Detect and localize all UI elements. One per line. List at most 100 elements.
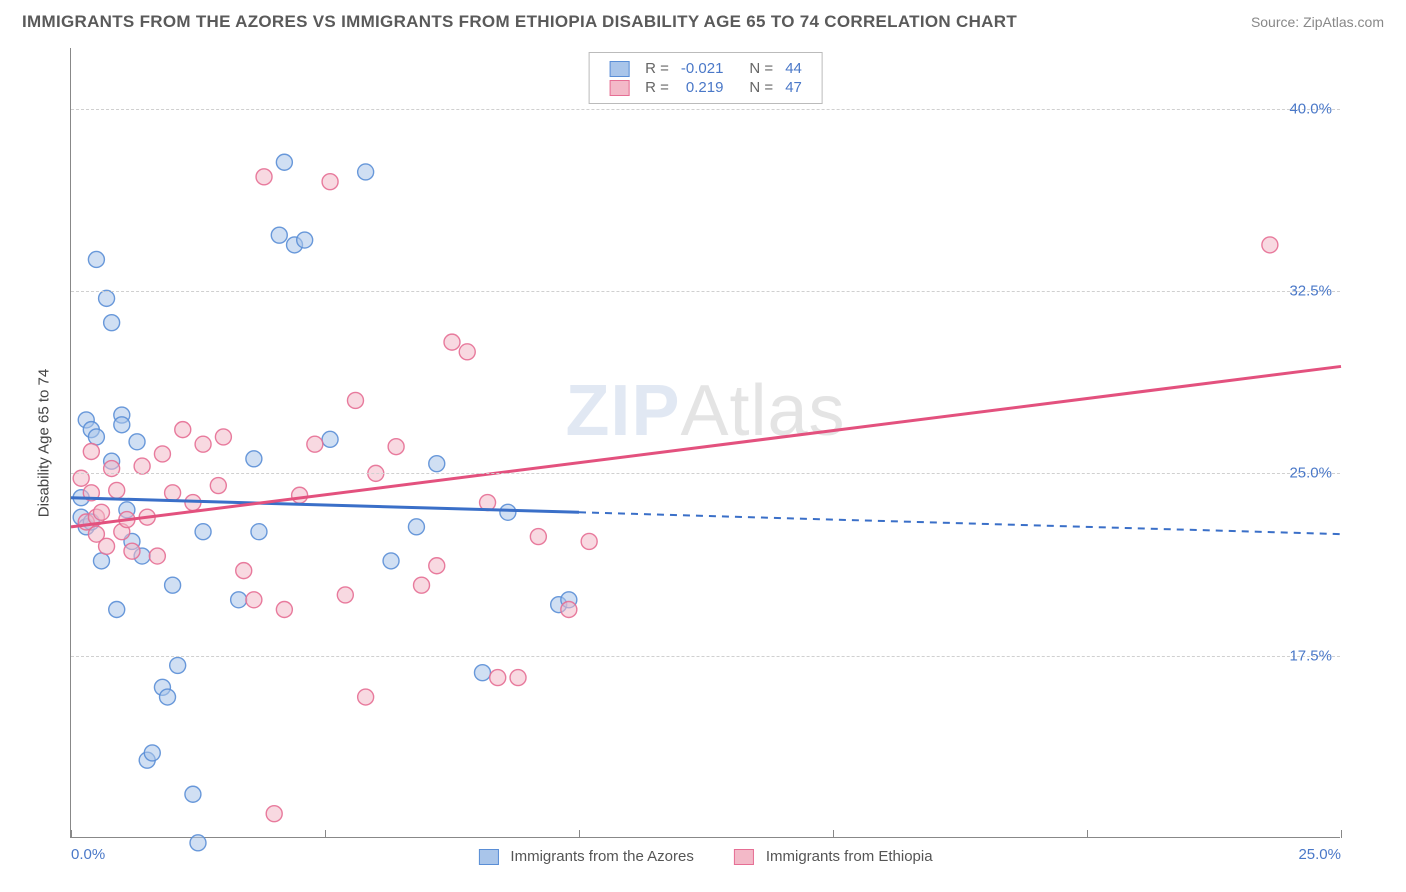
legend-label: Immigrants from the Azores bbox=[510, 848, 693, 865]
stat-n-label: N = bbox=[743, 78, 779, 97]
scatter-point-azores bbox=[276, 154, 292, 170]
stat-n-value: 44 bbox=[779, 59, 808, 78]
scatter-point-ethiopia bbox=[154, 446, 170, 462]
scatter-point-ethiopia bbox=[292, 487, 308, 503]
scatter-point-azores bbox=[160, 689, 176, 705]
legend-swatch-azores bbox=[478, 849, 498, 865]
gridline-horizontal bbox=[71, 109, 1340, 110]
gridline-horizontal bbox=[71, 473, 1340, 474]
chart-title: IMMIGRANTS FROM THE AZORES VS IMMIGRANTS… bbox=[22, 12, 1017, 32]
source-label: Source: ZipAtlas.com bbox=[1251, 14, 1384, 30]
scatter-point-azores bbox=[271, 227, 287, 243]
regression-line-ethiopia bbox=[71, 366, 1341, 526]
plot-area: ZIPAtlas R =-0.021N =44R =0.219N =47 Imm… bbox=[70, 48, 1340, 838]
scatter-point-ethiopia bbox=[1262, 237, 1278, 253]
scatter-point-azores bbox=[109, 602, 125, 618]
scatter-point-ethiopia bbox=[490, 670, 506, 686]
stat-r-value: -0.021 bbox=[675, 59, 730, 78]
scatter-point-ethiopia bbox=[109, 482, 125, 498]
scatter-point-ethiopia bbox=[347, 392, 363, 408]
scatter-point-ethiopia bbox=[322, 174, 338, 190]
scatter-point-ethiopia bbox=[93, 504, 109, 520]
legend-swatch-azores bbox=[609, 61, 629, 77]
scatter-point-ethiopia bbox=[83, 444, 99, 460]
scatter-point-azores bbox=[231, 592, 247, 608]
scatter-point-ethiopia bbox=[581, 533, 597, 549]
scatter-point-azores bbox=[251, 524, 267, 540]
scatter-point-ethiopia bbox=[388, 439, 404, 455]
legend-item-azores: Immigrants from the Azores bbox=[478, 848, 693, 865]
scatter-point-ethiopia bbox=[414, 577, 430, 593]
scatter-point-azores bbox=[185, 786, 201, 802]
scatter-point-azores bbox=[383, 553, 399, 569]
y-tick-label: 40.0% bbox=[1289, 100, 1332, 117]
legend-item-ethiopia: Immigrants from Ethiopia bbox=[734, 848, 933, 865]
scatter-point-ethiopia bbox=[444, 334, 460, 350]
scatter-point-ethiopia bbox=[459, 344, 475, 360]
plot-svg bbox=[71, 48, 1340, 837]
x-tick-mark bbox=[579, 830, 580, 838]
scatter-point-ethiopia bbox=[337, 587, 353, 603]
gridline-horizontal bbox=[71, 656, 1340, 657]
scatter-point-ethiopia bbox=[510, 670, 526, 686]
scatter-point-ethiopia bbox=[210, 478, 226, 494]
scatter-point-azores bbox=[93, 553, 109, 569]
stat-n-value: 47 bbox=[779, 78, 808, 97]
scatter-point-ethiopia bbox=[429, 558, 445, 574]
scatter-point-azores bbox=[129, 434, 145, 450]
scatter-point-ethiopia bbox=[276, 602, 292, 618]
y-tick-label: 25.0% bbox=[1289, 465, 1332, 482]
scatter-point-ethiopia bbox=[266, 806, 282, 822]
scatter-point-ethiopia bbox=[165, 485, 181, 501]
scatter-point-ethiopia bbox=[530, 529, 546, 545]
x-tick-label: 0.0% bbox=[71, 846, 105, 863]
scatter-point-azores bbox=[190, 835, 206, 851]
scatter-point-ethiopia bbox=[256, 169, 272, 185]
y-tick-label: 17.5% bbox=[1289, 647, 1332, 664]
x-tick-label: 25.0% bbox=[1298, 846, 1341, 863]
stats-legend-row: R =-0.021 N =44 bbox=[603, 59, 808, 78]
x-tick-mark bbox=[1341, 830, 1342, 838]
scatter-point-ethiopia bbox=[246, 592, 262, 608]
x-tick-mark bbox=[325, 830, 326, 838]
scatter-point-ethiopia bbox=[307, 436, 323, 452]
stats-legend: R =-0.021 N =44R =0.219 N =47 bbox=[588, 52, 823, 104]
regression-line-dashed-azores bbox=[579, 512, 1341, 534]
scatter-point-azores bbox=[88, 429, 104, 445]
scatter-point-azores bbox=[297, 232, 313, 248]
stat-r-value: 0.219 bbox=[675, 78, 730, 97]
scatter-point-ethiopia bbox=[175, 422, 191, 438]
gridline-horizontal bbox=[71, 291, 1340, 292]
legend-swatch-ethiopia bbox=[734, 849, 754, 865]
scatter-point-azores bbox=[474, 665, 490, 681]
y-axis-label: Disability Age 65 to 74 bbox=[36, 369, 53, 517]
chart-container: Disability Age 65 to 74 ZIPAtlas R =-0.0… bbox=[46, 48, 1366, 838]
scatter-point-ethiopia bbox=[195, 436, 211, 452]
scatter-point-ethiopia bbox=[149, 548, 165, 564]
legend-label: Immigrants from Ethiopia bbox=[766, 848, 933, 865]
x-tick-mark bbox=[833, 830, 834, 838]
scatter-point-azores bbox=[500, 504, 516, 520]
stats-legend-row: R =0.219N =47 bbox=[603, 78, 808, 97]
scatter-point-azores bbox=[246, 451, 262, 467]
scatter-point-ethiopia bbox=[124, 543, 140, 559]
scatter-point-ethiopia bbox=[99, 538, 115, 554]
x-tick-mark bbox=[71, 830, 72, 838]
scatter-point-azores bbox=[99, 290, 115, 306]
scatter-point-azores bbox=[144, 745, 160, 761]
scatter-point-ethiopia bbox=[215, 429, 231, 445]
scatter-point-azores bbox=[104, 315, 120, 331]
header-row: IMMIGRANTS FROM THE AZORES VS IMMIGRANTS… bbox=[0, 0, 1406, 40]
scatter-point-azores bbox=[165, 577, 181, 593]
scatter-point-ethiopia bbox=[561, 602, 577, 618]
scatter-point-ethiopia bbox=[358, 689, 374, 705]
scatter-point-azores bbox=[88, 251, 104, 267]
scatter-point-azores bbox=[195, 524, 211, 540]
scatter-point-ethiopia bbox=[236, 563, 252, 579]
stat-r-label: R = bbox=[639, 59, 675, 78]
x-tick-mark bbox=[1087, 830, 1088, 838]
scatter-point-azores bbox=[114, 417, 130, 433]
stat-n-label: N = bbox=[743, 59, 779, 78]
scatter-point-ethiopia bbox=[134, 458, 150, 474]
scatter-point-azores bbox=[408, 519, 424, 535]
